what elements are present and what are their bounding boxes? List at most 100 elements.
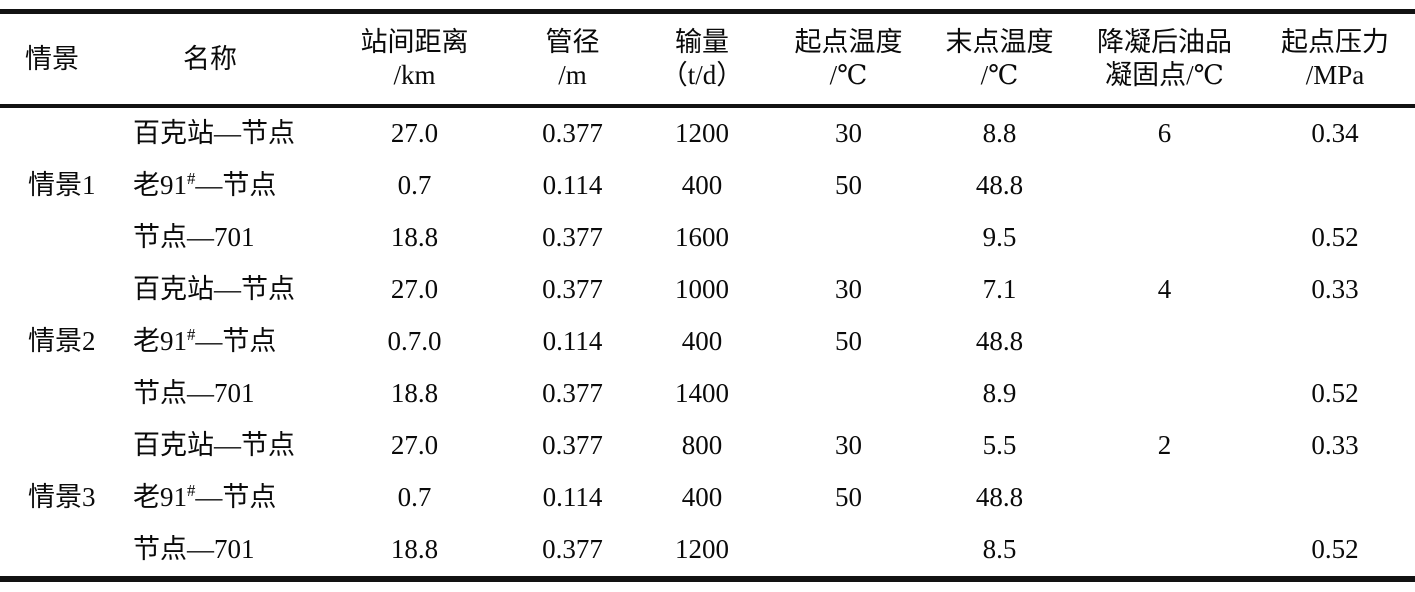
- segment-name: 百克站—节点: [104, 106, 316, 160]
- table-header: 情景 名称 站间距离/km 管径/m 输量 （t/d） 起点温度/℃: [0, 12, 1415, 107]
- col-header-throughput: 输量 （t/d）: [632, 12, 772, 107]
- name-text: 老91: [133, 170, 187, 201]
- header-line1: 输量: [675, 27, 729, 58]
- pressure-value: 0.52: [1311, 222, 1359, 253]
- segment-name: 节点—701: [104, 368, 316, 420]
- diameter-value: 0.377: [542, 534, 603, 565]
- name-suffix: —节点: [195, 326, 277, 357]
- table-row: 老91#—节点 0.7.0 0.114 400 50 48.8: [0, 316, 1415, 368]
- header-line2: /℃: [980, 60, 1019, 90]
- end-temp-value: 48.8: [975, 326, 1024, 357]
- header-line2: /MPa: [1305, 60, 1365, 90]
- pour-point-value: [1074, 472, 1255, 524]
- pour-point-value: [1074, 368, 1255, 420]
- end-temp-value: 5.5: [982, 430, 1017, 461]
- throughput-value: 1400: [675, 378, 729, 409]
- pressure-value: [1255, 472, 1415, 524]
- name-superscript: #: [187, 325, 196, 345]
- pour-point-value: [1074, 316, 1255, 368]
- name-text: 老91: [133, 482, 187, 513]
- table-row: 老91#—节点 0.7 0.114 400 50 48.8: [0, 160, 1415, 212]
- end-temp-value: 9.5: [982, 222, 1017, 253]
- pour-point-value: 6: [1157, 118, 1172, 149]
- name-text: 百克站—节点: [133, 118, 295, 149]
- scenario-label: 情景1: [28, 170, 96, 201]
- pressure-value: 0.33: [1311, 430, 1359, 461]
- pressure-value: 0.52: [1311, 534, 1359, 565]
- pour-point-value: [1074, 524, 1255, 579]
- end-temp-value: 48.8: [975, 482, 1024, 513]
- header-line2: /m: [558, 60, 587, 90]
- name-text: 节点—701: [133, 378, 255, 409]
- header-line2: /km: [393, 60, 436, 90]
- name-text: 百克站—节点: [133, 430, 295, 461]
- end-temp-value: 7.1: [982, 274, 1017, 305]
- start-temp-value: [772, 368, 925, 420]
- pour-point-value: 2: [1157, 430, 1172, 461]
- segment-name: 老91#—节点: [104, 316, 316, 368]
- distance-value: 18.8: [390, 534, 439, 565]
- table-row: 节点—701 18.8 0.377 1400 8.9 0.52: [0, 368, 1415, 420]
- col-header-pressure: 起点压力/MPa: [1255, 12, 1415, 107]
- header-line1: 站间距离: [360, 27, 469, 58]
- distance-value: 0.7.0: [387, 326, 442, 357]
- name-suffix: —节点: [195, 170, 277, 201]
- header-line1: 情景: [25, 43, 79, 74]
- header-line2: 凝固点/℃: [1105, 60, 1224, 90]
- table-row: 节点—701 18.8 0.377 1600 9.5 0.52: [0, 212, 1415, 264]
- distance-value: 18.8: [390, 378, 439, 409]
- diameter-value: 0.377: [542, 430, 603, 461]
- segment-name: 老91#—节点: [104, 160, 316, 212]
- distance-value: 27.0: [390, 430, 439, 461]
- name-text: 节点—701: [133, 534, 255, 565]
- name-text: 百克站—节点: [133, 274, 295, 305]
- header-line2: /℃: [829, 60, 868, 90]
- pour-point-value: [1074, 160, 1255, 212]
- table-body: 情景1 百克站—节点 27.0 0.377 1200 30 8.8 6 0.34…: [0, 106, 1415, 579]
- col-header-scenario: 情景: [0, 12, 104, 107]
- pipeline-scenarios-table: 情景 名称 站间距离/km 管径/m 输量 （t/d） 起点温度/℃: [0, 9, 1415, 582]
- pour-point-value: 4: [1157, 274, 1172, 305]
- segment-name: 节点—701: [104, 212, 316, 264]
- diameter-value: 0.114: [542, 482, 603, 513]
- header-line1: 管径: [545, 27, 600, 58]
- pressure-value: [1255, 316, 1415, 368]
- diameter-value: 0.114: [542, 170, 603, 201]
- col-header-distance: 站间距离/km: [316, 12, 513, 107]
- pressure-value: 0.34: [1311, 118, 1359, 149]
- pressure-value: 0.33: [1311, 274, 1359, 305]
- diameter-value: 0.377: [542, 222, 603, 253]
- diameter-value: 0.377: [542, 274, 603, 305]
- col-header-name: 名称: [104, 12, 316, 107]
- header-line1: 末点温度: [945, 27, 1054, 58]
- pressure-value: [1255, 160, 1415, 212]
- start-temp-value: 30: [835, 118, 862, 149]
- pressure-value: 0.52: [1311, 378, 1359, 409]
- table-row: 老91#—节点 0.7 0.114 400 50 48.8: [0, 472, 1415, 524]
- distance-value: 0.7: [397, 170, 432, 201]
- name-superscript: #: [187, 169, 196, 189]
- throughput-value: 800: [681, 430, 723, 461]
- distance-value: 18.8: [390, 222, 439, 253]
- throughput-value: 1600: [675, 222, 729, 253]
- header-line2: （t/d）: [660, 60, 744, 90]
- throughput-value: 1200: [675, 534, 729, 565]
- name-superscript: #: [187, 481, 196, 501]
- distance-value: 0.7: [397, 482, 432, 513]
- pour-point-value: [1074, 212, 1255, 264]
- col-header-diameter: 管径/m: [513, 12, 632, 107]
- header-line1: 起点温度: [794, 27, 903, 58]
- header-line1: 起点压力: [1281, 27, 1389, 58]
- start-temp-value: 50: [835, 170, 862, 201]
- distance-value: 27.0: [390, 118, 439, 149]
- table-row: 情景3 百克站—节点 27.0 0.377 800 30 5.5 2 0.33: [0, 420, 1415, 512]
- col-header-pour-point: 降凝后油品 凝固点/℃: [1074, 12, 1255, 107]
- diameter-value: 0.114: [542, 326, 603, 357]
- diameter-value: 0.377: [542, 118, 603, 149]
- segment-name: 百克站—节点: [104, 420, 316, 472]
- end-temp-value: 8.5: [982, 534, 1017, 565]
- start-temp-value: [772, 524, 925, 579]
- diameter-value: 0.377: [542, 378, 603, 409]
- end-temp-value: 48.8: [975, 170, 1024, 201]
- throughput-value: 1200: [675, 118, 729, 149]
